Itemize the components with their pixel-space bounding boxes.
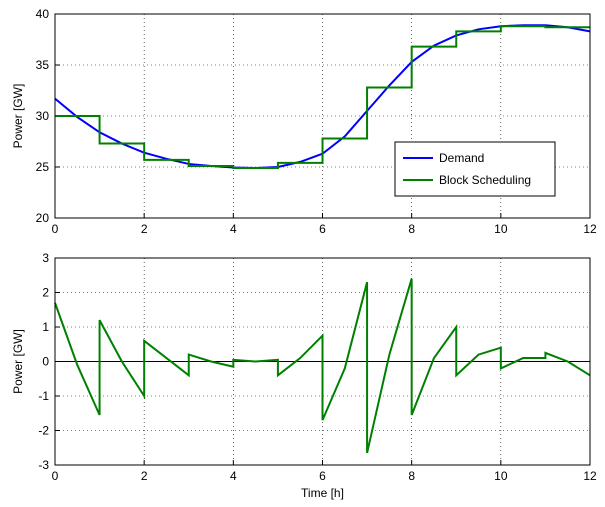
x-tick-label: 4 (230, 222, 237, 236)
y-tick-label: 3 (42, 251, 49, 265)
x-tick-label: 0 (52, 469, 59, 483)
y-tick-label: 20 (36, 211, 50, 225)
y-tick-label: -1 (38, 389, 49, 403)
y-tick-label: 0 (42, 355, 49, 369)
legend-label: Demand (439, 151, 484, 165)
x-tick-label: 0 (52, 222, 59, 236)
legend-label: Block Scheduling (439, 173, 531, 187)
y-tick-label: -2 (38, 424, 49, 438)
plot-frame (54, 257, 591, 466)
x-tick-label: 2 (141, 469, 148, 483)
data-line (55, 25, 590, 170)
y-axis-label: Power [GW] (11, 84, 25, 149)
x-tick-label: 8 (408, 469, 415, 483)
legend: Demand Block Scheduling (394, 141, 556, 197)
y-tick-label: 30 (36, 109, 50, 123)
legend-box (394, 141, 556, 197)
y-tick-label: 40 (36, 7, 50, 21)
y-tick-label: 35 (36, 58, 50, 72)
y-tick-label: 2 (42, 286, 49, 300)
x-tick-label: 2 (141, 222, 148, 236)
x-tick-label: 6 (319, 222, 326, 236)
x-tick-label: 12 (583, 222, 597, 236)
y-tick-label: 25 (36, 160, 50, 174)
x-axis-label: Time [h] (301, 486, 344, 500)
y-axis-label: Power [GW] (11, 329, 25, 394)
x-tick-label: 6 (319, 469, 326, 483)
y-tick-label: -3 (38, 458, 49, 472)
x-tick-label: 12 (583, 469, 597, 483)
x-tick-label: 10 (494, 222, 508, 236)
x-tick-label: 10 (494, 469, 508, 483)
y-tick-label: 1 (42, 320, 49, 334)
plot-frame (54, 13, 591, 219)
x-tick-label: 8 (408, 222, 415, 236)
data-line (54, 278, 591, 454)
x-tick-label: 4 (230, 469, 237, 483)
